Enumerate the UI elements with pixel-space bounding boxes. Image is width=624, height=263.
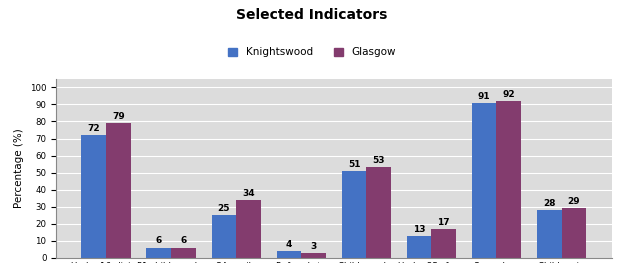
Text: 72: 72 xyxy=(87,124,100,133)
Bar xyxy=(407,236,431,258)
Text: 92: 92 xyxy=(502,90,515,99)
Text: 4: 4 xyxy=(286,240,292,249)
Bar xyxy=(537,210,562,258)
Text: 17: 17 xyxy=(437,218,450,227)
Bar xyxy=(236,200,261,258)
Text: 79: 79 xyxy=(112,112,125,121)
Text: 6: 6 xyxy=(180,236,187,245)
Bar xyxy=(431,229,456,258)
Bar xyxy=(342,171,366,258)
Bar xyxy=(212,215,236,258)
Text: 53: 53 xyxy=(373,156,385,165)
Bar xyxy=(106,123,131,258)
Text: 29: 29 xyxy=(568,197,580,206)
Legend: Knightswood, Glasgow: Knightswood, Glasgow xyxy=(228,47,396,57)
Bar xyxy=(171,247,196,258)
Bar xyxy=(301,253,326,258)
Bar xyxy=(81,135,106,258)
Text: 3: 3 xyxy=(311,242,317,251)
Y-axis label: Percentage (%): Percentage (%) xyxy=(14,128,24,208)
Bar xyxy=(497,101,521,258)
Text: 13: 13 xyxy=(413,225,426,234)
Text: 51: 51 xyxy=(348,160,360,169)
Text: 28: 28 xyxy=(543,199,555,208)
Bar xyxy=(147,247,171,258)
Bar xyxy=(562,208,587,258)
Text: Selected Indicators: Selected Indicators xyxy=(236,8,388,22)
Text: 6: 6 xyxy=(156,236,162,245)
Text: 34: 34 xyxy=(242,189,255,198)
Bar xyxy=(276,251,301,258)
Bar xyxy=(472,103,497,258)
Bar xyxy=(366,168,391,258)
Text: 91: 91 xyxy=(478,92,490,101)
Text: 25: 25 xyxy=(218,204,230,213)
